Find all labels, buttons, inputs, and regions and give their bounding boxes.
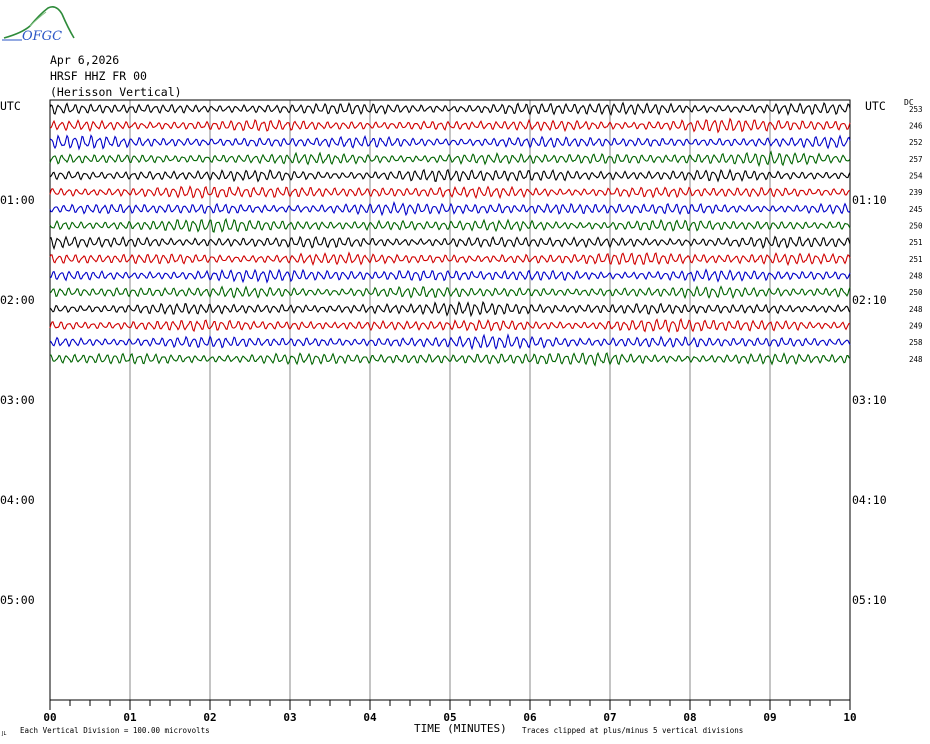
trace-row-4 [49, 150, 851, 168]
left-time-label: 05:00 [0, 593, 35, 607]
trace-row-10 [49, 251, 851, 267]
trace-row-1 [49, 101, 851, 116]
logo-mountain-shape [3, 6, 75, 39]
left-time-label: 04:00 [0, 493, 35, 507]
dc-offset-value: 250 [909, 222, 923, 231]
trace-row-15 [49, 333, 851, 351]
x-tick-label: 03 [283, 711, 296, 724]
trace-row-13 [49, 300, 851, 318]
x-tick-label: 08 [683, 711, 696, 724]
left-time-labels: 01:00 02:00 03:00 04:00 05:00 [0, 193, 35, 607]
dc-offset-value: 248 [909, 305, 923, 314]
trace-row-14 [49, 317, 851, 333]
dc-offset-value: 248 [909, 272, 923, 281]
footer-corner-mark: JL [1, 731, 6, 737]
left-time-label: 03:00 [0, 393, 35, 407]
dc-offset-value: 251 [909, 255, 923, 264]
header-description: (Herisson Vertical) [50, 85, 182, 99]
right-time-label: 02:10 [852, 293, 887, 307]
dc-offset-value: 248 [909, 355, 923, 364]
right-time-labels: 01:10 02:10 03:10 04:10 05:10 [852, 193, 887, 607]
right-time-label: 01:10 [852, 193, 887, 207]
x-tick-label: 02 [203, 711, 216, 724]
trace-row-12 [49, 285, 851, 300]
dc-offset-value: 250 [909, 288, 923, 297]
scale-note: Each Vertical Division = 100.00 microvol… [20, 726, 210, 735]
dc-offset-value: 253 [909, 105, 923, 114]
left-time-label: 01:00 [0, 193, 35, 207]
dc-offset-value: 239 [909, 188, 923, 197]
left-time-label: 02:00 [0, 293, 35, 307]
grid [129, 100, 771, 700]
header-date: Apr 6,2026 [50, 53, 119, 67]
right-time-label: 04:10 [852, 493, 887, 507]
dc-offset-value: 251 [909, 238, 923, 247]
trace-row-6 [49, 185, 851, 200]
x-tick-label: 00 [43, 711, 56, 724]
dc-offset-value: 249 [909, 322, 923, 331]
x-tick-label: 04 [363, 711, 377, 724]
clip-note: Traces clipped at plus/minus 5 vertical … [522, 726, 743, 735]
trace-row-5 [49, 168, 851, 183]
seismic-traces [49, 101, 851, 367]
x-tick-label: 01 [123, 711, 137, 724]
utc-label-right: UTC [865, 99, 886, 113]
header-station: HRSF HHZ FR 00 [50, 69, 147, 83]
dc-offset-value: 246 [909, 122, 923, 131]
dc-offset-value: 258 [909, 338, 923, 347]
x-axis-title: TIME (MINUTES) [414, 722, 507, 735]
trace-row-3 [49, 134, 851, 151]
utc-label-left: UTC [0, 99, 21, 113]
dc-offset-labels: 253 246 252 257 254 239 245 250 251 251 248 250 248 2… [909, 105, 923, 364]
trace-row-7 [49, 201, 851, 217]
ofgc-logo: OFGC [2, 6, 75, 44]
x-tick-label: 09 [763, 711, 776, 724]
trace-row-2 [50, 117, 851, 134]
trace-row-9 [49, 235, 851, 251]
dc-offset-value: 245 [909, 205, 923, 214]
trace-row-11 [49, 268, 851, 284]
trace-row-16 [50, 351, 851, 367]
dc-offset-value: 254 [909, 172, 923, 181]
logo-text: OFGC [22, 29, 62, 44]
x-tick-label: 06 [523, 711, 537, 724]
dc-offset-value: 252 [909, 138, 923, 147]
dc-offset-value: 257 [909, 155, 923, 164]
right-time-label: 05:10 [852, 593, 887, 607]
trace-row-8 [49, 217, 851, 233]
x-tick-label: 07 [603, 711, 616, 724]
x-axis: 00 01 02 03 04 05 06 07 08 09 10 [43, 700, 857, 724]
x-tick-label: 10 [843, 711, 856, 724]
x-tick-label: 05 [443, 711, 456, 724]
logo-mountain-shadow [29, 11, 47, 27]
right-time-label: 03:10 [852, 393, 887, 407]
dc-header-label: DC [904, 98, 914, 107]
